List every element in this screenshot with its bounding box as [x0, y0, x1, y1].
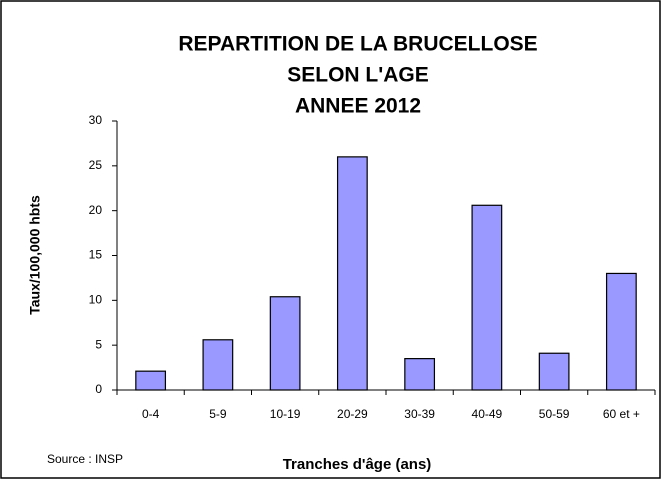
y-tick-label: 5: [95, 337, 102, 351]
x-tick-label: 50-59: [539, 407, 570, 421]
y-tick-label: 25: [89, 158, 103, 172]
bar: [336, 156, 368, 391]
x-tick-label: 40-49: [472, 407, 503, 421]
chart-title: ANNEE 2012: [295, 95, 421, 118]
y-tick-label: 20: [89, 203, 103, 217]
bar: [404, 358, 436, 391]
y-tick-label: 30: [89, 113, 103, 127]
bar: [269, 296, 301, 391]
y-axis-label: Taux/100,000 hbts: [27, 195, 43, 315]
bar: [605, 272, 637, 391]
bar: [538, 352, 570, 391]
x-tick-label: 30-39: [404, 407, 435, 421]
chart-title: REPARTITION DE LA BRUCELLOSE: [178, 33, 537, 56]
y-tick-label: 15: [89, 248, 103, 262]
chart-title: SELON L'AGE: [287, 64, 429, 87]
x-tick-label: 10-19: [270, 407, 301, 421]
bar: [471, 204, 503, 391]
x-tick-label: 0-4: [142, 407, 160, 421]
bar: [202, 339, 234, 391]
x-axis-label: Tranches d'âge (ans): [283, 456, 432, 473]
y-tick-label: 10: [89, 293, 103, 307]
x-tick-label: 20-29: [337, 407, 368, 421]
x-tick-label: 60 et +: [603, 407, 640, 421]
x-tick-label: 5-9: [209, 407, 227, 421]
source-note: Source : INSP: [47, 452, 123, 466]
y-tick-label: 0: [95, 382, 102, 396]
bar: [135, 370, 167, 391]
